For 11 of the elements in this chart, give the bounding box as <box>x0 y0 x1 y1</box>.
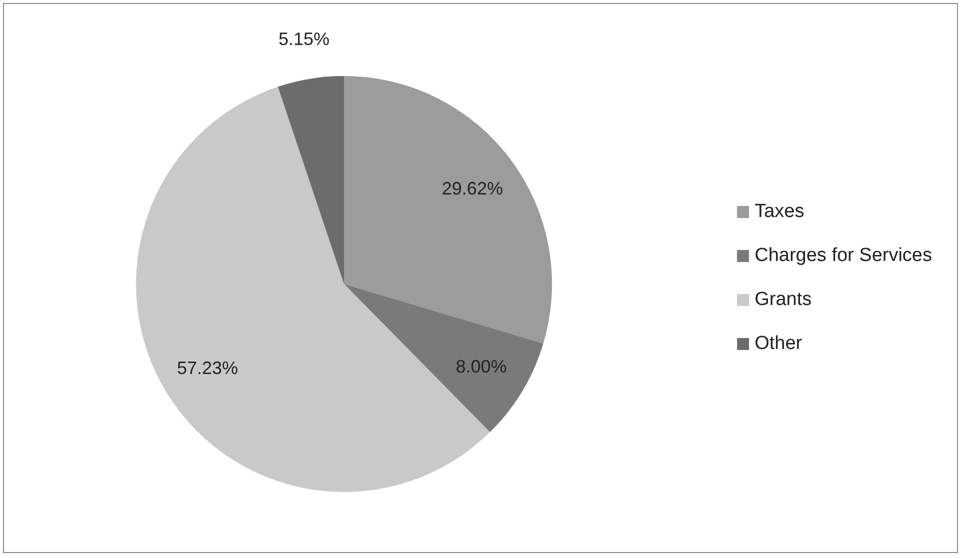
legend-label: Grants <box>754 288 812 312</box>
data-label: 8.00% <box>456 356 507 377</box>
pie-slice <box>278 76 344 284</box>
pie-slice <box>344 76 552 344</box>
legend-label: Other <box>754 332 802 356</box>
legend-label: Charges for Services <box>754 244 932 268</box>
legend-label: Taxes <box>754 200 804 224</box>
pie-slice <box>344 284 544 432</box>
data-label: 29.62% <box>442 178 503 198</box>
data-label: 5.15% <box>278 29 330 50</box>
data-label: 57.23% <box>176 358 238 378</box>
